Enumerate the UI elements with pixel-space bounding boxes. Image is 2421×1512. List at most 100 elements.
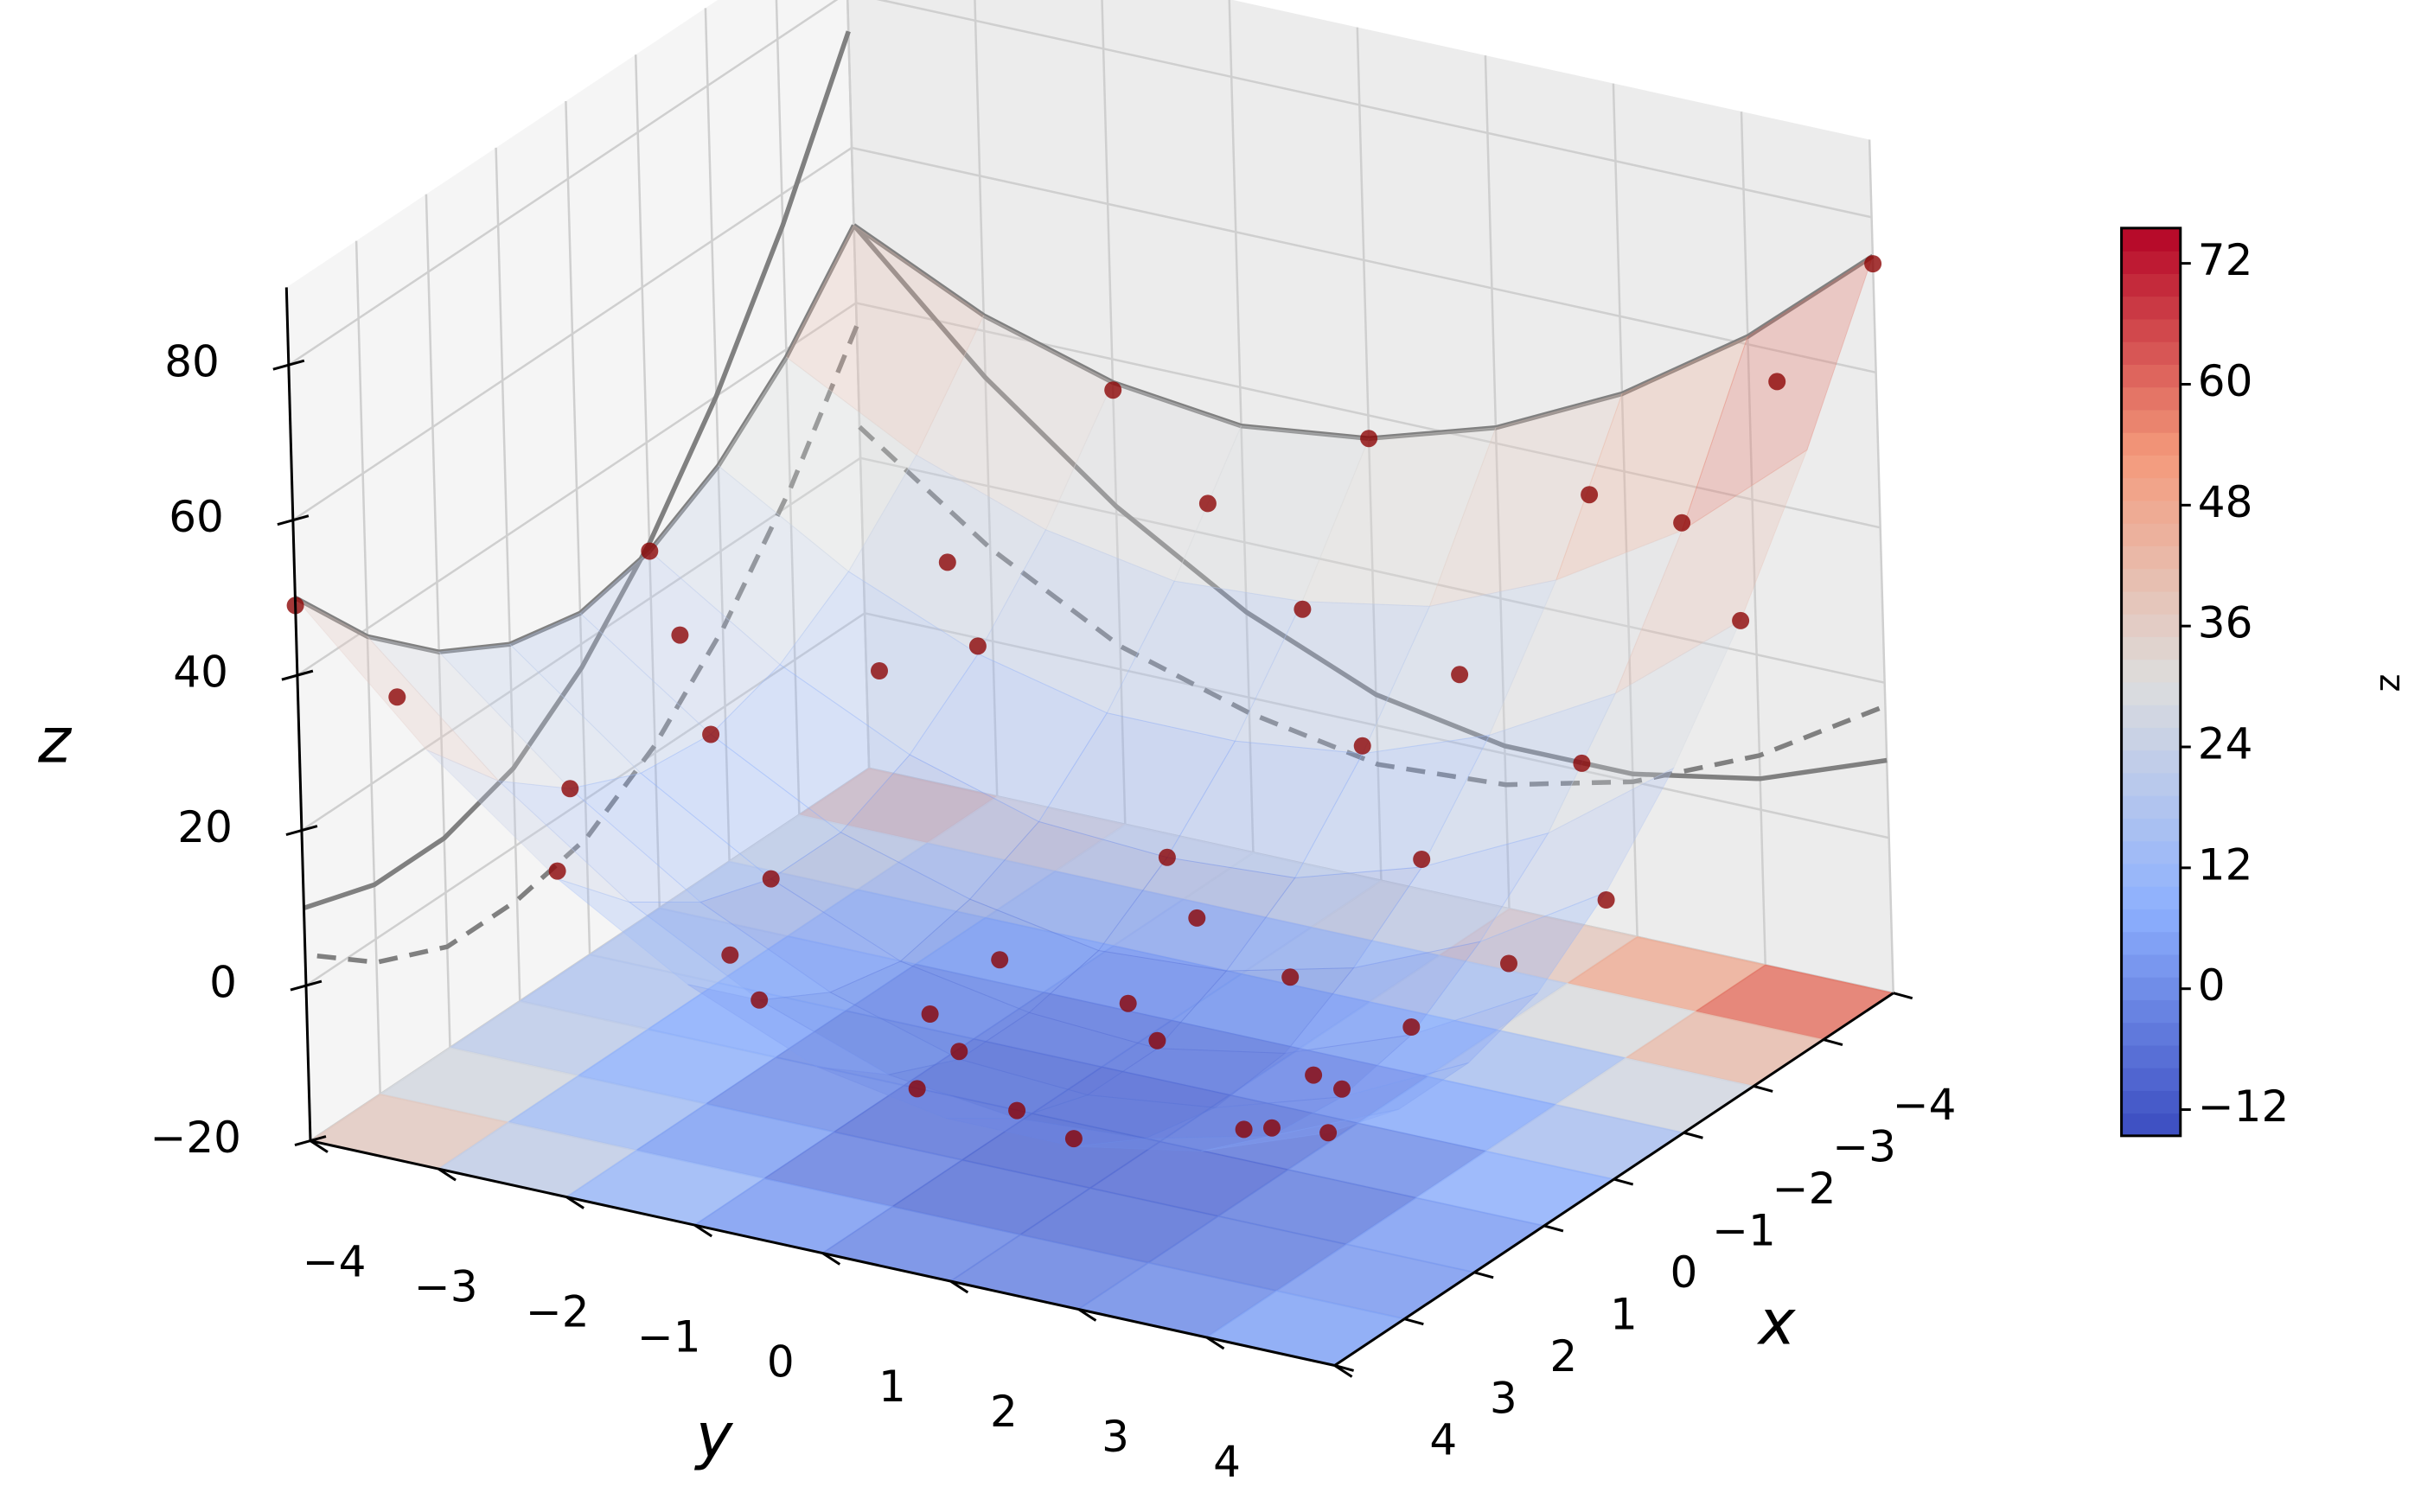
y-tick-label: 0 [767, 1337, 795, 1387]
z-tick-label: 80 [164, 337, 220, 387]
surface-patch [648, 465, 850, 666]
colorbar-tick-label: 36 [2198, 598, 2253, 648]
colorbar-band [2121, 840, 2181, 864]
surface-patch [1272, 1062, 1469, 1137]
colorbar-tick-label: −12 [2198, 1081, 2290, 1132]
colorbar-band [2121, 999, 2181, 1024]
scatter-point [1319, 1124, 1338, 1142]
surface-patch [916, 315, 1114, 531]
y-tick-label: −2 [526, 1286, 590, 1337]
colorbar-band [2121, 1068, 2181, 1091]
y-axis-label: y [694, 1400, 734, 1472]
scatter-point [968, 637, 987, 655]
surface-patch [1421, 692, 1617, 868]
x-tick-label: 2 [1549, 1331, 1577, 1381]
surface-patch [1488, 529, 1683, 737]
scatter-point [1263, 1119, 1281, 1137]
z-tick [277, 514, 310, 526]
x-axis-label: x [1757, 1286, 1797, 1359]
surface-patch [840, 754, 1040, 900]
surface-patch [366, 635, 572, 789]
colorbar-band [2121, 772, 2181, 796]
colorbar-frame [2120, 226, 2182, 1138]
grid-line [305, 611, 1889, 987]
scatter-point [702, 725, 720, 743]
colorbar-band [2121, 477, 2181, 501]
scatter-point [1305, 1066, 1323, 1084]
wall-curve [304, 325, 859, 965]
x-tick-label: −1 [1712, 1205, 1776, 1255]
x-tick [1893, 992, 1913, 1000]
scatter-point [1008, 1101, 1026, 1120]
colorbar-band [2121, 432, 2181, 456]
surface-patch [699, 878, 902, 993]
scatter-point [1500, 954, 1517, 973]
colorbar-band [2121, 568, 2181, 592]
surface-patch [1074, 1135, 1273, 1152]
colorbar-band [2121, 750, 2181, 774]
colorbar-band [2121, 1044, 2181, 1069]
scatter-point [871, 662, 888, 679]
grid-line [288, 0, 1872, 367]
colorbar-band [2121, 1090, 2181, 1114]
surface-patch [508, 612, 712, 775]
surface-patch [1044, 381, 1242, 582]
scatter-point [1104, 381, 1122, 399]
z-tick-label: 40 [173, 648, 228, 698]
surface-patch [770, 832, 971, 962]
scatter-point [1188, 909, 1206, 927]
z-tick-label: 0 [209, 958, 237, 1008]
scatter-point [1581, 486, 1599, 504]
y-tick [821, 1252, 841, 1266]
colorbar-band [2121, 954, 2181, 978]
grid-line [301, 456, 1885, 832]
surface-patch [497, 780, 702, 903]
wall-curve [294, 224, 856, 654]
y-tick [310, 1139, 329, 1153]
colorbar-band [2121, 500, 2181, 524]
wall-curve [858, 424, 1887, 788]
colorbar-band [2121, 409, 2181, 433]
scatter-point [1148, 1031, 1166, 1049]
x-tick [1753, 1084, 1773, 1093]
y-tick-label: 3 [1102, 1412, 1129, 1462]
surface-patch [569, 772, 772, 903]
scatter-point [1673, 514, 1691, 532]
scatter-point [1333, 1080, 1351, 1098]
colorbar-band [2121, 886, 2181, 909]
colorbar-band [2121, 795, 2181, 819]
colorbar-band [2121, 227, 2181, 252]
x-tick [1473, 1271, 1494, 1279]
colorbar-band [2121, 590, 2181, 615]
colorbar-band [2121, 545, 2181, 570]
scatter-point [908, 1080, 926, 1098]
surface-patch [757, 992, 961, 1075]
y-tick [693, 1223, 713, 1238]
colorbar-tick-label: 48 [2198, 477, 2253, 527]
scatter-point [921, 1005, 939, 1023]
y-tick-label: −1 [637, 1311, 701, 1362]
colorbar-band [2121, 251, 2181, 274]
x-tick [1823, 1038, 1843, 1047]
y-tick [438, 1167, 457, 1182]
colorbar-band [2121, 636, 2181, 660]
colorbar-band [2121, 863, 2181, 887]
grid-line [297, 302, 1881, 677]
x-tick [1543, 1224, 1564, 1233]
scatter-point [1198, 494, 1217, 513]
y-tick-label: 1 [878, 1362, 906, 1412]
y-tick-label: −3 [414, 1262, 478, 1312]
surface-patch [710, 664, 910, 833]
z-tick [272, 359, 305, 371]
colorbar-band [2121, 977, 2181, 1000]
scatter-point [1451, 666, 1469, 684]
y-tick-label: −4 [303, 1237, 367, 1287]
z-tick [281, 669, 314, 681]
surface-patch [1352, 832, 1549, 969]
scatter-point [1597, 891, 1615, 909]
surface-patch [1225, 866, 1423, 972]
colorbar-band [2121, 705, 2181, 728]
pane [286, 0, 870, 1141]
scatter-point [721, 946, 739, 964]
surface-patch [958, 1011, 1159, 1096]
